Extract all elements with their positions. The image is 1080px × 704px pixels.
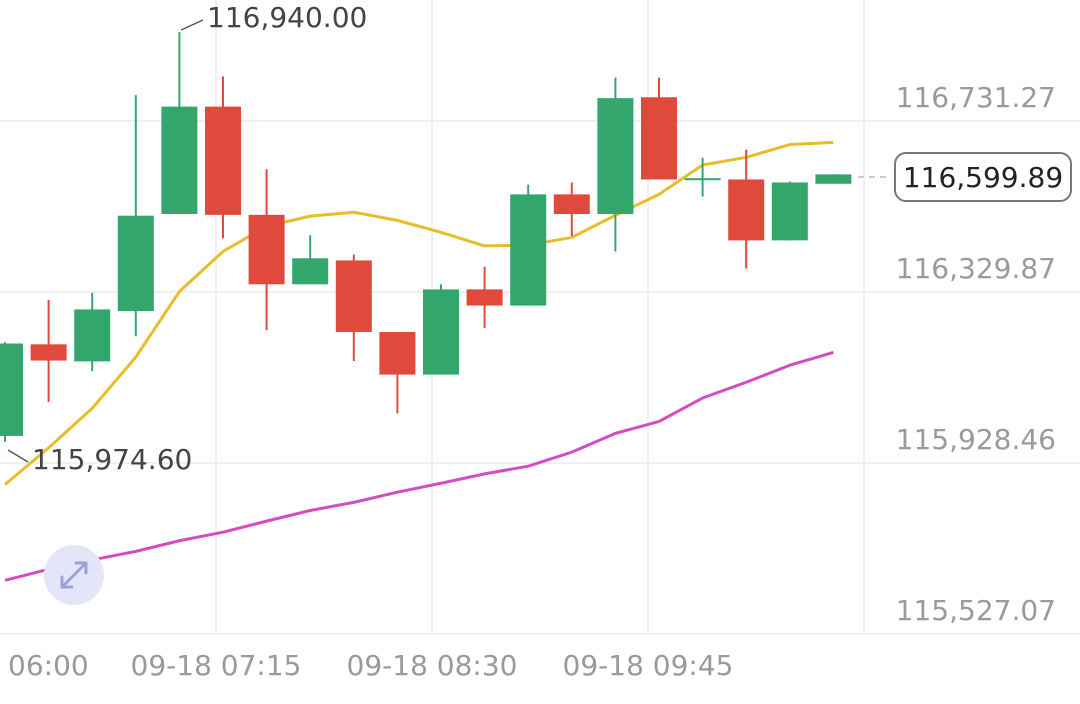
candle-body [510, 194, 547, 306]
x-tick-label: 09-18 07:15 [131, 649, 302, 682]
candle-body [728, 179, 765, 241]
candle-up [510, 184, 547, 306]
candle-body [466, 289, 503, 306]
candle-up [815, 174, 852, 184]
candle-up [597, 77, 634, 252]
candle-down [641, 77, 677, 180]
candles [0, 32, 852, 442]
y-tick-label: 116,329.87 [896, 252, 1056, 285]
candle-body [379, 331, 416, 375]
low-annotation-leader [7, 449, 29, 463]
candle-body [205, 106, 241, 215]
candle-body [641, 97, 677, 180]
y-tick-label: 115,928.46 [896, 423, 1056, 456]
high-annotation-label: 116,940.00 [207, 1, 367, 34]
candle-up [161, 32, 198, 214]
candle-down [205, 76, 241, 239]
candle-body [30, 344, 67, 361]
candle-down [335, 254, 372, 361]
y-axis: 116,731.27 116,329.87 115,928.46 115,527… [896, 81, 1056, 627]
candle-body [161, 106, 198, 214]
candle-down [466, 266, 503, 329]
candle-up [117, 95, 154, 337]
current-price-box [894, 152, 1072, 202]
current-price-label: 116,599.89 [903, 161, 1063, 194]
candle-down [30, 300, 67, 402]
candle-body [248, 214, 285, 285]
candle-body [771, 182, 808, 241]
candle-up [0, 342, 23, 442]
candle-down [728, 149, 765, 269]
candle-up [684, 157, 721, 197]
x-tick-label: 06:00 [8, 649, 89, 682]
candle-body [597, 98, 634, 214]
current-price-marker: 116,599.89 [858, 152, 1072, 202]
candle-up [74, 292, 111, 372]
y-tick-label: 116,731.27 [896, 81, 1056, 114]
ma-long-line [4, 350, 834, 582]
high-annotation: 116,940.00 [180, 1, 367, 34]
low-annotation-label: 115,974.60 [32, 443, 192, 476]
x-axis: 06:00 09-18 07:15 09-18 08:30 09-18 09:4… [8, 649, 733, 682]
expand-button[interactable] [44, 545, 104, 605]
ma-short-line [4, 140, 834, 486]
candle-body [815, 174, 852, 184]
candle-down [248, 169, 285, 331]
candle-body [335, 260, 372, 332]
candle-up [292, 235, 329, 285]
y-tick-label: 115,527.07 [896, 594, 1056, 627]
candle-body [553, 194, 590, 214]
candle-body [684, 178, 721, 181]
candle-up [771, 181, 808, 241]
candle-body [74, 309, 111, 362]
candle-body [292, 258, 329, 285]
low-annotation: 115,974.60 [7, 443, 192, 476]
candle-up [423, 284, 459, 375]
x-tick-label: 09-18 08:30 [347, 649, 518, 682]
candle-down [553, 182, 590, 237]
expand-diagonal-icon [60, 561, 88, 589]
candle-body [0, 343, 23, 436]
high-annotation-leader [180, 19, 204, 31]
candle-body [117, 215, 154, 312]
moving-averages [4, 140, 834, 582]
candle-body [423, 289, 459, 375]
candle-down [379, 331, 416, 414]
x-tick-label: 09-18 09:45 [563, 649, 734, 682]
